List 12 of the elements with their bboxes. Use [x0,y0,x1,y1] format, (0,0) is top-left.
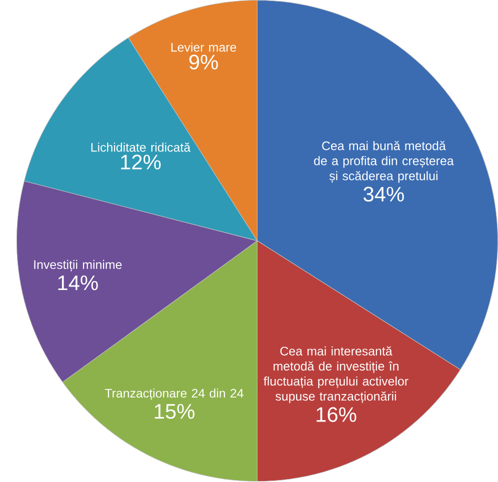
slice-label: Levier mare [171,42,236,52]
data-label: 34% [364,186,404,202]
data-label: 15% [154,404,194,420]
slice-label: Investiții minime [34,260,122,272]
data-label: 12% [121,154,161,170]
data-label: 14% [58,276,98,290]
slice-label: Cea mai bună metodă de a profita din creșterea și scăderea pretului [314,141,454,184]
data-label: 16% [316,407,356,422]
data-label: 9% [189,54,218,70]
slice-label: Tranzacționare 24 din 24 [104,388,244,400]
slice-label: Cea mai interesantă metodă de investiție în fluctuația prețului activelor supuse tranzacționării [264,346,408,404]
slice-label: Lichiditate ridicată [91,142,191,152]
